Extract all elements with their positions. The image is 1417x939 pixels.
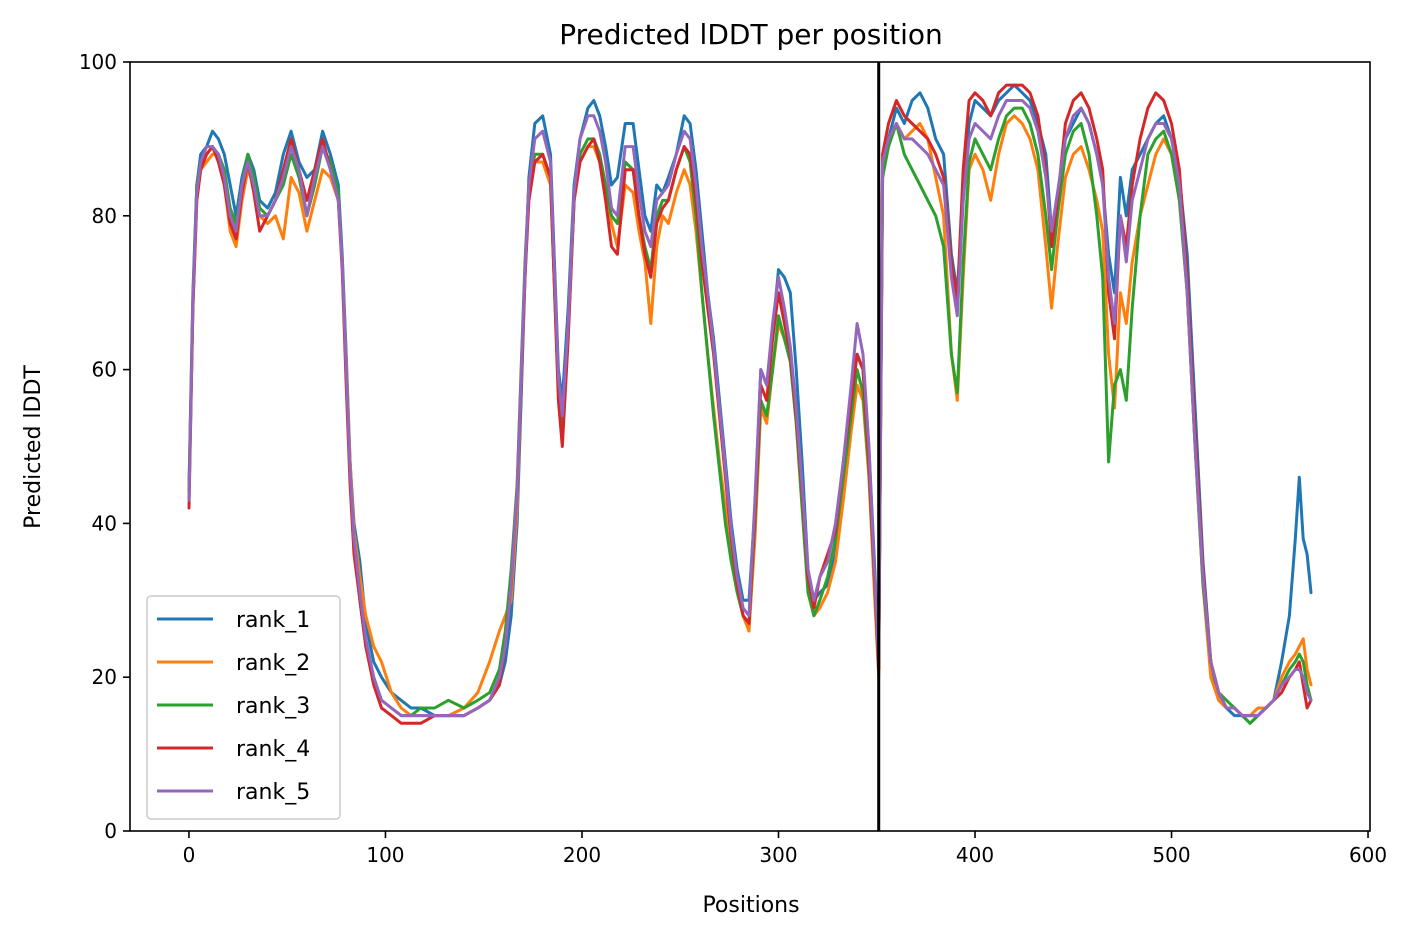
series-line-rank-5 [187,99,1313,718]
axes: 0 100 200 300 400 500 600 0 20 40 60 80 100 [79,50,1387,867]
x-tick-label: 0 [183,843,196,867]
chart-title: Predicted lDDT per position [559,18,943,51]
series-lines [187,83,1313,725]
plot-area [187,62,1313,831]
x-tick-label: 400 [956,843,994,867]
legend-item-rank-2: rank_2 [157,651,310,676]
legend-label: rank_5 [236,780,310,805]
y-axis-label: Predicted lDDT [21,365,46,529]
x-axis-label: Positions [702,893,799,918]
y-tick-label: 100 [79,50,117,74]
legend-item-rank-4: rank_4 [157,737,310,762]
legend-label: rank_3 [236,694,310,719]
y-tick-label: 80 [92,204,117,228]
legend: rank_1 rank_2 rank_3 rank_4 rank_5 [146,595,341,820]
y-tick-label: 20 [92,665,117,689]
legend-label: rank_1 [236,608,310,633]
x-tick-label: 600 [1349,843,1387,867]
x-tick-label: 200 [563,843,601,867]
y-tick-label: 0 [104,819,117,843]
y-tick-label: 60 [92,358,117,382]
y-tick-label: 40 [92,511,117,535]
legend-label: rank_2 [236,651,310,676]
legend-box [146,595,341,820]
plot-frame [129,61,1371,832]
legend-item-rank-1: rank_1 [157,608,310,633]
x-tick-label: 300 [759,843,797,867]
legend-item-rank-3: rank_3 [157,694,310,719]
legend-item-rank-5: rank_5 [157,780,310,805]
x-tick-label: 500 [1152,843,1190,867]
legend-label: rank_4 [236,737,310,762]
x-tick-label: 100 [366,843,404,867]
